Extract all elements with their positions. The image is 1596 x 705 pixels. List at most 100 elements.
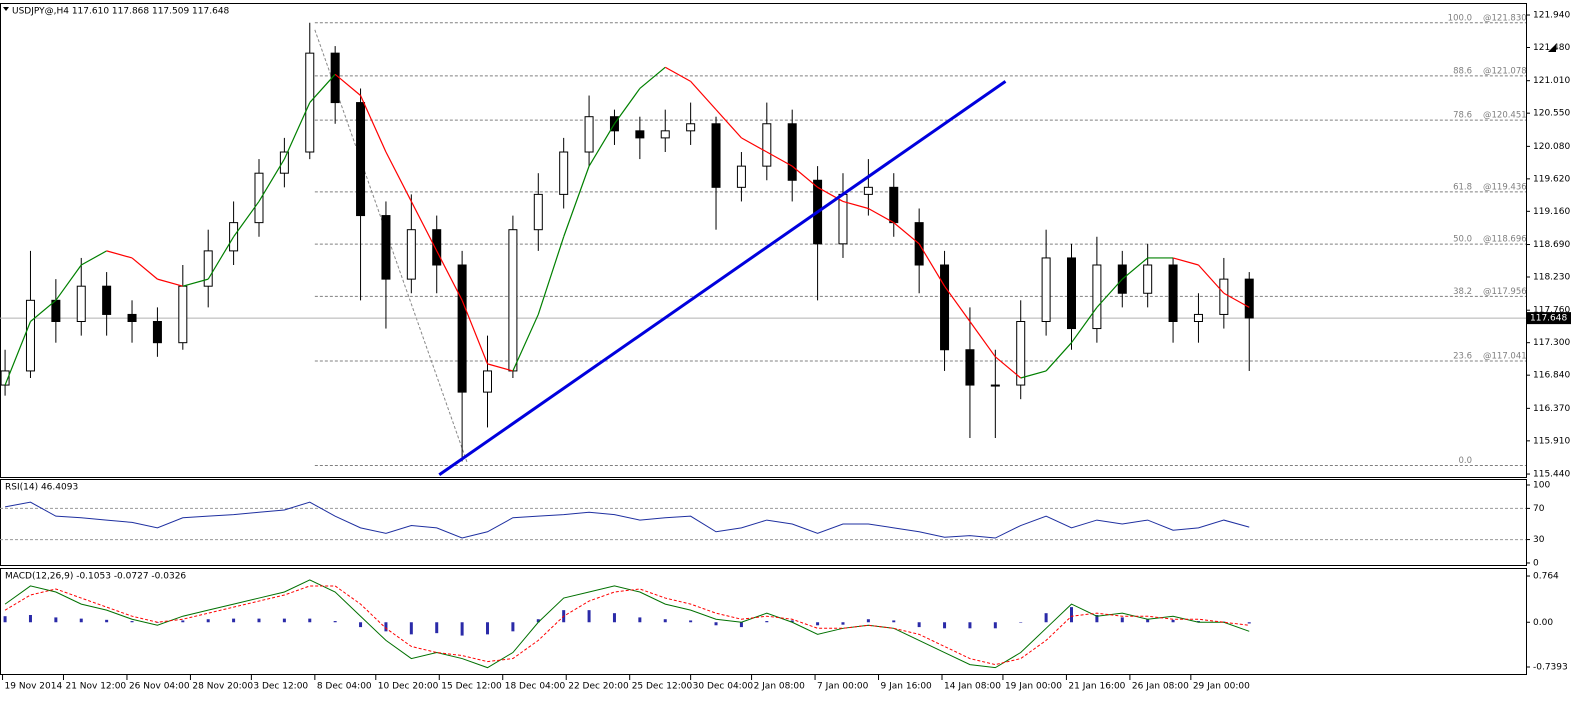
moving-average	[690, 80, 717, 111]
macd-bar	[232, 618, 236, 623]
moving-average	[1223, 292, 1250, 308]
moving-average	[487, 363, 514, 372]
macd-bar	[409, 622, 413, 635]
x-tick-label: 19 Nov 2014	[5, 682, 63, 692]
x-tick-label: 29 Jan 00:00	[1193, 682, 1250, 692]
moving-average	[1172, 257, 1199, 266]
candle-body	[254, 172, 264, 224]
x-tick-label: 30 Dec 04:00	[693, 682, 754, 692]
moving-average	[512, 314, 539, 372]
moving-average	[1045, 342, 1072, 372]
fib-price: @117.041	[1483, 351, 1527, 361]
candle-body	[787, 123, 797, 181]
fib-level: 88.6	[1453, 66, 1472, 76]
x-tick-label: 21 Jan 16:00	[1068, 682, 1125, 692]
moving-average	[741, 137, 768, 153]
candle-body	[1193, 313, 1203, 322]
rsi-panel	[0, 479, 1527, 566]
candle-body	[432, 229, 442, 266]
moving-average	[436, 250, 463, 301]
macd-bar	[282, 618, 286, 623]
fib-price: @121.078	[1483, 66, 1527, 76]
candle-body	[1041, 257, 1051, 322]
swing-line	[314, 29, 468, 463]
macd-bar	[79, 618, 83, 623]
y-tick-label: 116.840	[1533, 371, 1570, 381]
macd-bar	[790, 620, 794, 623]
moving-average	[157, 278, 183, 287]
macd-bar	[892, 620, 896, 623]
moving-average	[918, 243, 946, 287]
macd-bar	[1247, 622, 1251, 624]
candle-body	[1168, 264, 1178, 322]
candle-body	[51, 299, 61, 322]
moving-average	[131, 257, 158, 280]
macd-bar	[993, 622, 997, 629]
x-tick-label: 18 Dec 04:00	[505, 682, 566, 692]
moving-average	[410, 201, 438, 252]
macd-bar	[105, 619, 109, 623]
y-tick-label: 119.160	[1533, 207, 1570, 217]
macd-bar	[435, 622, 439, 634]
macd-bar	[714, 622, 718, 626]
fib-level: 0.0	[1458, 456, 1472, 466]
macd-bar	[638, 617, 642, 623]
candle-body	[203, 250, 213, 287]
main-panel	[0, 3, 1527, 478]
x-tick-label: 3 Dec 12:00	[253, 682, 308, 692]
macd-bar	[257, 618, 261, 623]
x-tick-label: 26 Jan 08:00	[1132, 682, 1189, 692]
candle-body	[178, 285, 188, 344]
macd-bar	[663, 619, 667, 623]
macd-bar	[689, 620, 693, 623]
x-tick-label: 2 Jan 08:00	[754, 682, 806, 692]
candle-body	[990, 384, 1000, 387]
moving-average	[791, 165, 818, 188]
last-price-box	[1527, 312, 1571, 325]
macd-bar	[866, 619, 870, 623]
moving-average	[893, 222, 920, 245]
macd-bar	[765, 621, 769, 623]
fib-price: @119.436	[1483, 182, 1527, 192]
candle-body	[635, 130, 645, 139]
moving-average	[461, 300, 489, 365]
x-tick-label: 14 Jan 08:00	[944, 682, 1001, 692]
candle-body	[1067, 257, 1077, 330]
candle-body	[660, 130, 670, 139]
macd-bar	[917, 622, 921, 628]
macd-bar	[536, 619, 540, 623]
x-tick-label: 28 Nov 20:00	[192, 682, 253, 692]
signal-line	[4, 585, 1250, 666]
candle-body	[25, 299, 35, 372]
y-tick-label: 0.764	[1533, 572, 1559, 582]
y-tick-label: 100	[1533, 480, 1550, 490]
macd-bar	[739, 622, 743, 628]
moving-average	[1096, 278, 1123, 308]
macd-bar	[612, 613, 616, 623]
fib-price: @121.830	[1483, 13, 1527, 23]
macd-bar	[181, 620, 185, 623]
candle-body	[1244, 278, 1254, 319]
candle-body	[533, 193, 543, 231]
candle-body	[457, 264, 467, 393]
moving-average	[537, 236, 565, 315]
x-tick-label: 10 Dec 20:00	[378, 682, 439, 692]
y-tick-label: 121.480	[1533, 43, 1570, 53]
macd-bar	[587, 610, 591, 623]
candle-body	[356, 102, 366, 217]
macd-bar	[816, 622, 820, 626]
y-tick-label: 117.760	[1533, 306, 1570, 316]
moving-average	[944, 285, 971, 322]
candle-body	[1143, 264, 1153, 294]
y-tick-label: 115.440	[1533, 470, 1570, 480]
macd-bar	[511, 622, 515, 632]
y-tick-label: 0	[1533, 558, 1539, 568]
macd-bar	[1070, 607, 1074, 623]
moving-average	[4, 321, 32, 386]
rsi-line	[4, 501, 1250, 539]
trend-line	[438, 80, 1007, 476]
y-tick-label: 70	[1533, 504, 1545, 514]
menu-arrow	[3, 7, 9, 11]
candle-body	[483, 370, 493, 393]
